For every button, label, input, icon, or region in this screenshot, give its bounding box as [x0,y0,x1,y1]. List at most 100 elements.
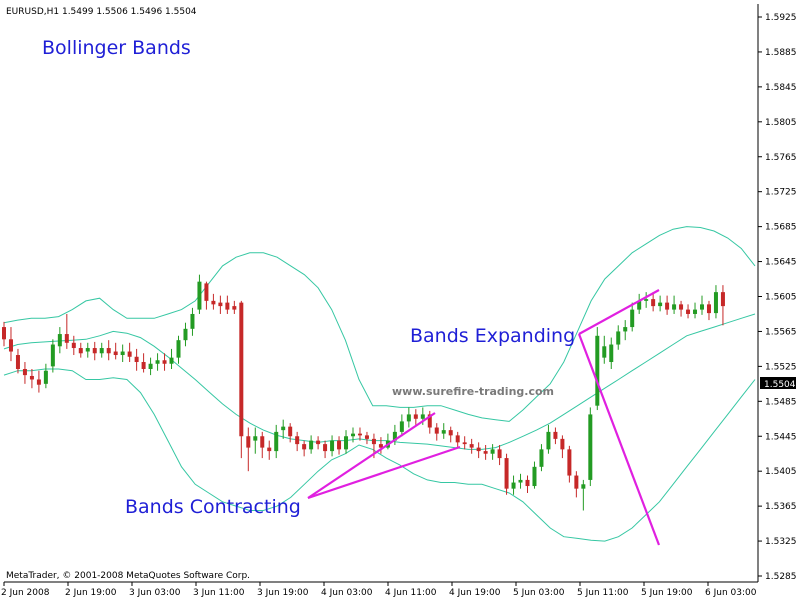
y-tick-label: 1.5485 [765,397,797,407]
candle-body [106,348,111,354]
y-tick-label: 1.5845 [765,83,797,93]
expanding-line-upper [578,289,660,335]
candle-body [50,344,55,367]
x-tick-label: 6 Jun 03:00 [705,588,757,598]
candle-body [574,475,579,489]
candle-body [302,444,307,450]
x-tick-label: 5 Jun 19:00 [641,588,693,598]
candle-body [630,309,635,328]
candle-body [36,379,41,385]
candle-body [64,334,69,343]
candle-body [357,433,362,436]
candle-body [2,327,6,340]
x-tick-label: 2 Jun 2008 [1,588,50,598]
candle-body [455,435,460,443]
x-tick-label: 2 Jun 19:00 [65,588,117,598]
candle-body [539,449,544,467]
candle-body [560,438,565,450]
candle-body [176,340,181,358]
band-upper [3,226,756,422]
candle-body [602,346,607,358]
candle-body [85,348,90,352]
candle-body [665,302,670,310]
candle-body [288,426,293,437]
candle-body [15,355,20,369]
y-tick-label: 1.5285 [765,572,797,582]
candle-body [490,449,495,454]
candle-body [22,368,27,376]
y-tick-label: 1.5645 [765,258,797,268]
candle-body [281,426,286,431]
candle-body [183,328,188,341]
candle-body [197,281,202,310]
candle-body [99,348,104,354]
candle-body [511,482,516,489]
candle-body [720,292,725,307]
candle-body [351,433,355,437]
y-tick-label: 1.5525 [765,362,797,372]
candle-body [162,360,167,364]
candle-body [169,357,174,364]
bollinger-bands [3,226,756,542]
candle-body [43,370,48,384]
candle-body [637,300,642,310]
candle-body [420,414,425,419]
candle-body [148,363,153,369]
candle-body [295,436,300,445]
y-tick-label: 1.5445 [765,432,797,442]
candle-body [497,449,502,459]
candle-body [476,447,481,452]
candle-body [441,430,446,434]
candle-body [309,440,314,450]
candle-body [392,431,397,441]
band-middle [3,313,756,450]
candle-body [253,436,258,441]
candle-body [609,344,614,363]
candle-body [239,302,244,437]
candle-body [218,302,223,307]
x-tick-label: 5 Jun 11:00 [577,588,629,598]
candle-body [483,451,488,454]
y-tick-label: 1.5405 [765,467,797,477]
contracting-line-upper [307,412,436,499]
candle-body [672,304,677,310]
candle-body [344,436,349,450]
x-tick-label: 4 Jun 03:00 [321,588,373,598]
annotation-bands-expanding: Bands Expanding [410,325,575,347]
candle-body [371,438,376,445]
y-tick-label: 1.5805 [765,118,797,128]
candle-body [588,414,593,480]
candle-body [246,436,251,448]
candle-body [581,484,586,489]
candle-body [127,351,132,357]
candle-body [92,348,97,354]
candle-body [686,309,691,314]
candle-body [141,362,146,369]
x-tick-label: 4 Jun 11:00 [385,588,437,598]
candle-body [658,302,663,307]
candle-body [595,335,600,406]
candle-body [316,440,321,445]
candle-body [462,442,467,445]
symbol-header: EURUSD,H1 1.5499 1.5506 1.5496 1.5504 [6,7,197,17]
candle-body [134,356,139,363]
y-tick-label: 1.5885 [765,48,797,58]
candle-body [225,302,230,310]
candle-body [546,431,551,450]
x-tick-label: 3 Jun 11:00 [193,588,245,598]
candle-body [567,449,572,476]
contracting-line-lower [307,445,461,500]
candle-body [434,427,439,434]
annotation-lines [307,289,661,546]
candle-body [78,348,83,354]
current-price-label: 1.5504 [764,380,796,390]
candle-body [71,342,76,349]
candle-body [651,299,656,307]
y-tick-label: 1.5605 [765,293,797,303]
candle-body [413,414,418,419]
candle-body [399,421,404,432]
candle-body [8,339,13,352]
candle-body [469,444,474,448]
